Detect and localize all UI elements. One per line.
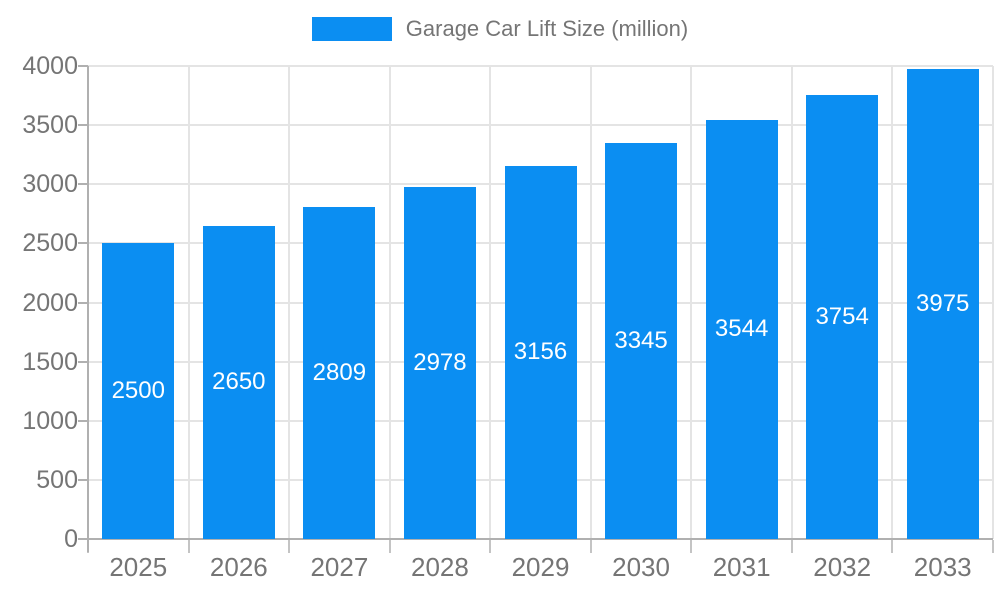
y-axis-tick-label: 1500 — [22, 347, 78, 376]
bar-2033[interactable]: 3975 — [906, 68, 979, 539]
v-gridline — [288, 66, 291, 539]
y-axis-tick-label: 500 — [36, 465, 78, 494]
x-axis-tick-label: 2027 — [310, 552, 369, 582]
legend-item-garage-car-lift-size[interactable]: Garage Car Lift Size (million) — [311, 16, 689, 42]
legend-swatch-icon — [311, 17, 392, 41]
v-gridline — [992, 66, 994, 539]
bar-value-label: 2500 — [111, 377, 165, 405]
y-axis-tick — [78, 360, 88, 363]
y-axis-tick — [78, 124, 88, 127]
bar-value-label: 3544 — [714, 315, 769, 343]
plot-area: 2500 2650 2809 2978 3156 3345 3544 3754 3975 — [78, 65, 994, 553]
x-axis-tick — [388, 540, 391, 553]
v-gridline — [489, 66, 492, 539]
x-axis-tick-label: 2025 — [109, 552, 168, 582]
bar-value-label: 2978 — [413, 348, 467, 376]
x-axis-tick — [288, 540, 291, 553]
chart-legend: Garage Car Lift Size (million) — [0, 16, 1000, 42]
bar-value-label: 3975 — [916, 289, 970, 317]
v-gridline — [690, 66, 693, 539]
v-gridline — [187, 66, 190, 539]
y-axis-tick — [78, 65, 88, 67]
y-axis-tick — [78, 538, 88, 540]
bar-value-label: 3345 — [614, 327, 668, 355]
bar-value-label: 3156 — [513, 338, 568, 366]
x-axis-tick — [992, 540, 994, 553]
bar-2028[interactable]: 2978 — [403, 186, 476, 539]
y-axis-tick-label: 3500 — [22, 111, 78, 140]
x-axis-tick-label: 2026 — [209, 552, 268, 582]
x-axis-tick — [790, 540, 793, 553]
y-axis-tick — [78, 478, 88, 481]
y-axis-tick — [78, 183, 88, 186]
bar-2032[interactable]: 3754 — [806, 95, 879, 539]
bar-2026[interactable]: 2650 — [202, 225, 275, 539]
x-axis-line — [88, 538, 993, 540]
y-axis-tick-label: 2000 — [22, 288, 78, 317]
x-axis-tick-label: 2033 — [913, 552, 972, 582]
x-axis-tick — [891, 540, 894, 553]
y-axis-tick-label: 4000 — [22, 52, 78, 80]
x-axis-tick-label: 2031 — [712, 552, 771, 582]
bar-2029[interactable]: 3156 — [504, 165, 577, 539]
x-axis-tick — [690, 540, 693, 553]
legend-label: Garage Car Lift Size (million) — [405, 16, 689, 41]
x-axis-tick — [187, 540, 190, 553]
bar-2030[interactable]: 3345 — [605, 143, 678, 539]
y-axis-tick — [78, 301, 88, 304]
y-axis-tick-label: 2500 — [22, 229, 78, 258]
y-axis-tick-label: 0 — [64, 525, 78, 553]
x-axis-tick — [489, 540, 492, 553]
h-gridline — [88, 124, 993, 127]
bar-2025[interactable]: 2500 — [102, 243, 175, 539]
x-axis-tick-label: 2029 — [511, 552, 570, 582]
v-gridline — [388, 66, 391, 539]
x-axis-tick-label: 2032 — [813, 552, 872, 582]
x-axis-tick-label: 2028 — [411, 552, 469, 582]
x-axis-tick-label: 2030 — [612, 552, 670, 582]
bar-2031[interactable]: 3544 — [705, 119, 778, 539]
bar-value-label: 3754 — [815, 303, 869, 331]
h-gridline — [88, 65, 993, 67]
bar-value-label: 2809 — [312, 358, 367, 386]
v-gridline — [891, 66, 894, 539]
x-axis-tick — [589, 540, 592, 553]
v-gridline — [790, 66, 793, 539]
y-axis-tick-label: 3000 — [22, 170, 78, 199]
v-gridline — [589, 66, 592, 539]
bar-2027[interactable]: 2809 — [303, 206, 376, 539]
bar-value-label: 2650 — [212, 368, 266, 396]
y-axis-tick-label: 1000 — [22, 406, 78, 435]
y-axis-line — [87, 66, 89, 552]
y-axis-tick — [78, 419, 88, 422]
y-axis-tick — [78, 242, 88, 245]
